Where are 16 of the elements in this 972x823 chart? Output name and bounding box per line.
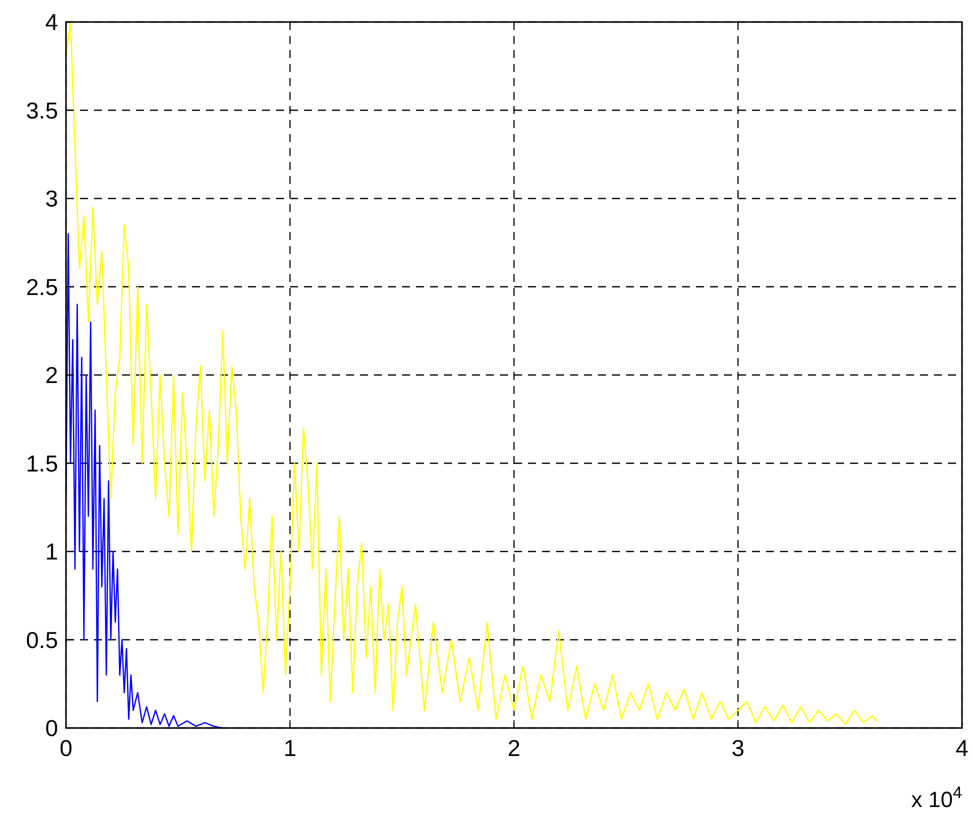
x-tick-label: 4 xyxy=(956,735,969,761)
y-tick-label: 1.5 xyxy=(26,450,58,476)
x-tick-label: 2 xyxy=(508,735,520,761)
y-tick-label: 0.5 xyxy=(26,626,58,653)
y-tick-label: 2.5 xyxy=(26,274,58,300)
text: x 10$^{4}$ xyxy=(911,784,962,812)
y-tick-label: 3.5 xyxy=(26,97,58,124)
y-tick-label: 4 xyxy=(45,9,58,35)
y-tick-label: 1 xyxy=(45,538,58,564)
x-tick-label: 3 xyxy=(732,735,744,761)
line-series xyxy=(65,233,224,729)
y-tick-label: 3 xyxy=(45,186,58,212)
line-series xyxy=(65,21,878,726)
y-tick-label: 2 xyxy=(45,362,58,388)
x-tick-label: 1 xyxy=(284,735,296,761)
y-tick-label: 0 xyxy=(45,715,58,741)
